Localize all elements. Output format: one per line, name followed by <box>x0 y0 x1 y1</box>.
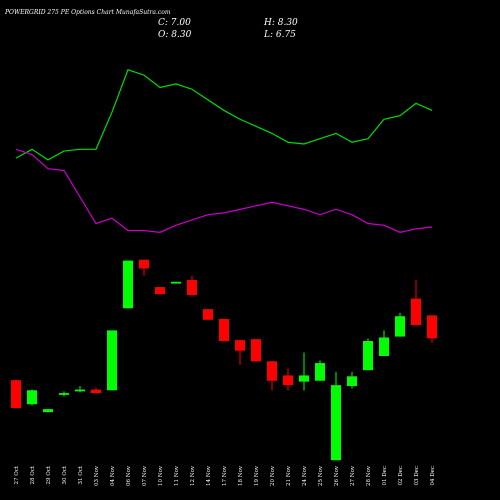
open-label: O: 8.30 <box>158 30 192 40</box>
x-tick-label: 25 Nov <box>318 465 324 486</box>
x-tick-label: 11 Nov <box>174 465 180 486</box>
x-tick-label: 29 Oct <box>46 465 52 484</box>
indicator-line <box>15 69 433 161</box>
x-tick-label: 02 Dec <box>398 466 404 486</box>
x-tick-label: 27 Nov <box>350 465 356 486</box>
candle-body <box>427 315 437 339</box>
x-tick-label: 14 Nov <box>206 465 212 486</box>
candle-body <box>59 393 69 395</box>
candle-body <box>155 287 165 295</box>
candle-body <box>235 340 245 351</box>
candle-body <box>171 281 181 284</box>
x-tick-label: 04 Nov <box>110 465 116 486</box>
x-tick-label: 20 Nov <box>270 465 276 486</box>
x-tick-label: 04 Dec <box>430 466 436 486</box>
x-tick-label: 06 Nov <box>126 465 132 486</box>
x-tick-label: 28 Nov <box>366 465 372 486</box>
candle-body <box>363 340 373 371</box>
x-tick-label: 28 Oct <box>30 465 36 484</box>
candle-body <box>411 298 421 326</box>
x-tick-label: 12 Nov <box>190 465 196 486</box>
x-tick-label: 31 Oct <box>78 465 84 484</box>
candle-body <box>267 361 277 381</box>
candle-body <box>187 280 197 296</box>
x-tick-label: 17 Nov <box>222 465 228 486</box>
x-tick-label: 26 Nov <box>334 465 340 486</box>
candle-body <box>251 339 261 362</box>
candle-body <box>331 385 341 461</box>
x-tick-label: 01 Dec <box>382 466 388 486</box>
candle-body <box>123 260 133 309</box>
x-tick-label: 19 Nov <box>254 465 260 486</box>
candle-body <box>219 318 229 341</box>
x-tick-label: 21 Nov <box>286 465 292 486</box>
high-label: H: 8.30 <box>263 18 298 28</box>
candle-body <box>299 375 309 382</box>
x-tick-label: 10 Nov <box>158 465 164 486</box>
x-tick-label: 03 Nov <box>94 465 100 486</box>
x-tick-label: 03 Dec <box>414 466 420 486</box>
candle-body <box>283 375 293 386</box>
candle-body <box>11 380 21 409</box>
candle-body <box>139 259 149 269</box>
candle-body <box>315 363 325 381</box>
candle-body <box>203 309 213 320</box>
x-tick-label: 18 Nov <box>238 465 244 486</box>
low-label: L: 6.75 <box>263 30 296 40</box>
candle-body <box>379 337 389 356</box>
indicator-line <box>15 148 433 233</box>
candle-body <box>107 330 117 391</box>
candle-body <box>43 409 53 413</box>
candle-body <box>75 389 85 392</box>
close-label: C: 7.00 <box>158 18 191 28</box>
x-tick-label: 27 Oct <box>14 465 20 484</box>
x-tick-label: 30 Oct <box>62 465 68 484</box>
x-tick-label: 24 Nov <box>302 465 308 486</box>
candle-body <box>91 389 101 394</box>
candle-body <box>395 316 405 337</box>
candle-body <box>347 376 357 387</box>
x-tick-label: 07 Nov <box>142 465 148 486</box>
candle-body <box>27 390 37 405</box>
chart-title: POWERGRID 275 PE Options Chart MunafaSut… <box>4 9 171 16</box>
